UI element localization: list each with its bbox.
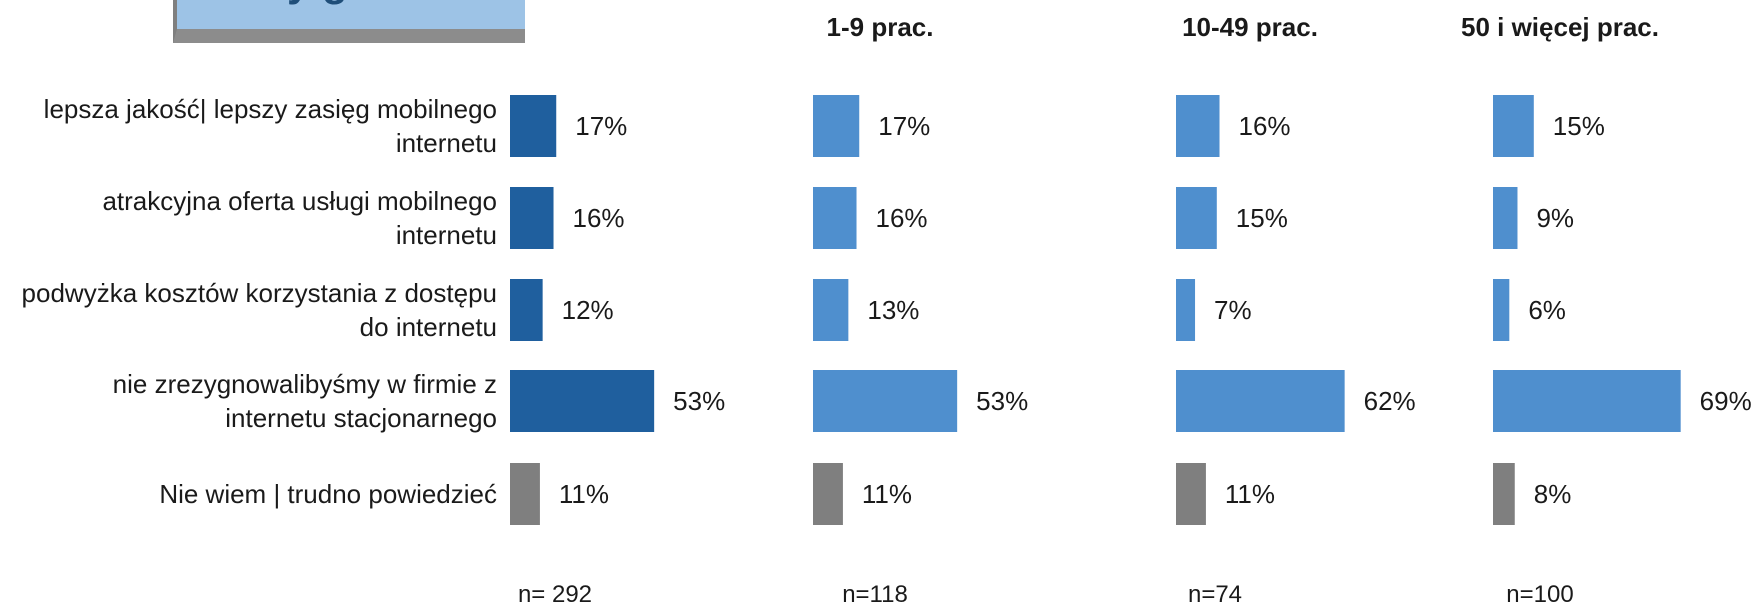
bar: [1176, 95, 1220, 157]
value-label: 69%: [1700, 386, 1752, 416]
value-label: 11%: [559, 479, 609, 509]
value-label: 13%: [867, 295, 919, 325]
bar: [813, 187, 857, 249]
bar: [1493, 187, 1518, 249]
value-label: 8%: [1534, 479, 1572, 509]
category-label: internetu: [396, 220, 497, 250]
sample-size-label: n=74: [1188, 581, 1242, 608]
sample-size-label: n=100: [1506, 581, 1573, 608]
category-label: lepsza jakość| lepszy zasięg mobilnego: [44, 94, 497, 124]
value-label: 11%: [1225, 479, 1275, 509]
category-label: nie zrezygnowalibyśmy w firmie z: [113, 369, 497, 399]
value-label: 53%: [673, 386, 725, 416]
value-label: 53%: [976, 386, 1028, 416]
bar: [510, 187, 554, 249]
value-label: 62%: [1364, 386, 1416, 416]
bar: [813, 463, 843, 525]
title-fragment: y g: [287, 0, 348, 6]
value-label: 16%: [573, 203, 625, 233]
sample-size-label: n= 292: [518, 581, 592, 608]
series-header: 50 i więcej prac.: [1461, 12, 1659, 42]
category-label: atrakcyjna oferta usługi mobilnego: [102, 186, 497, 216]
bar: [1176, 370, 1345, 432]
bar: [813, 370, 958, 432]
value-label: 9%: [1536, 203, 1574, 233]
title-box: y g: [173, 0, 525, 43]
value-label: 11%: [862, 479, 912, 509]
value-label: 16%: [1239, 111, 1291, 141]
series-header: 10-49 prac.: [1182, 12, 1318, 42]
category-label: podwyżka kosztów korzystania z dostępu: [22, 278, 497, 308]
bar: [1493, 463, 1515, 525]
sample-size-label: n=118: [842, 581, 908, 608]
series-header: 1-9 prac.: [827, 12, 934, 42]
value-label: 17%: [878, 111, 930, 141]
category-label: do internetu: [360, 312, 497, 342]
bar: [1493, 279, 1510, 341]
bar: [1493, 370, 1681, 432]
category-label: internetu stacjonarnego: [225, 403, 497, 433]
category-label: internetu: [396, 128, 497, 158]
bar: [510, 95, 557, 157]
value-label: 12%: [562, 295, 614, 325]
bar: [813, 95, 860, 157]
value-label: 16%: [876, 203, 928, 233]
value-label: 6%: [1528, 295, 1566, 325]
bar: [1176, 279, 1196, 341]
bar: [510, 279, 543, 341]
bar: [510, 463, 540, 525]
category-label: Nie wiem | trudno powiedzieć: [159, 479, 497, 509]
bar: [1493, 95, 1534, 157]
value-label: 15%: [1236, 203, 1288, 233]
value-label: 17%: [575, 111, 627, 141]
value-label: 7%: [1214, 295, 1252, 325]
bar: [1176, 187, 1217, 249]
bar: [510, 370, 655, 432]
value-label: 15%: [1553, 111, 1605, 141]
bar: [813, 279, 849, 341]
bar: [1176, 463, 1206, 525]
